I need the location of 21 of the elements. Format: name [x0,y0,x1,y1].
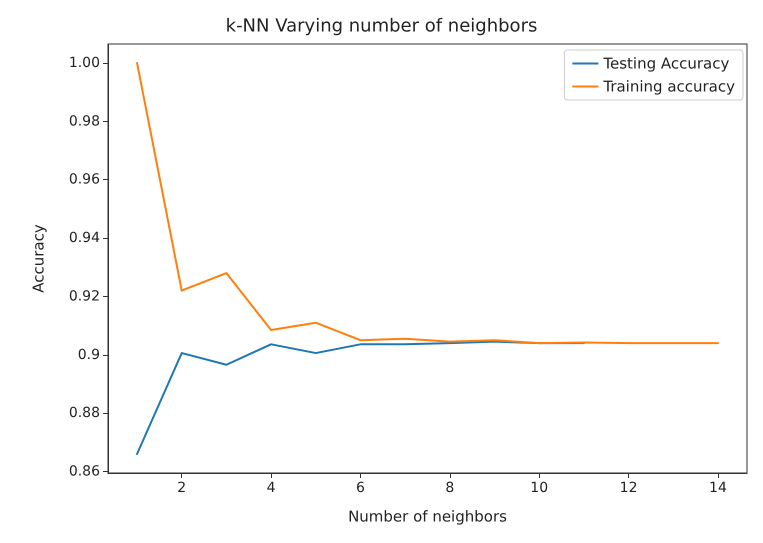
legend-label: Testing Accuracy [602,54,730,72]
x-tick-label: 4 [266,480,276,496]
x-tick-label: 12 [620,480,638,496]
x-tick-label: 10 [530,480,548,496]
y-tick-label: 0.92 [68,288,100,304]
x-tick-label: 14 [709,480,727,496]
x-tick-label: 8 [445,480,454,496]
x-tick-label: 6 [356,480,366,496]
y-tick-label: 1.00 [68,54,100,71]
legend-label: Training accuracy [602,78,736,96]
y-tick-label: 0.94 [68,230,100,246]
y-tick-label: 0.96 [68,172,100,188]
y-tick-label: 0.88 [68,405,100,422]
y-axis-title: Accuracy [30,224,48,293]
x-tick-label: 2 [177,480,186,496]
y-tick-label: 0.86 [68,464,100,480]
x-axis-title: Number of neighbors [348,508,508,526]
line-series [136,340,585,456]
chart-title: k-NN Varying number of neighbors [226,16,538,36]
y-tick-label: 0.9 [78,346,100,363]
y-tick-label: 0.98 [68,113,100,130]
